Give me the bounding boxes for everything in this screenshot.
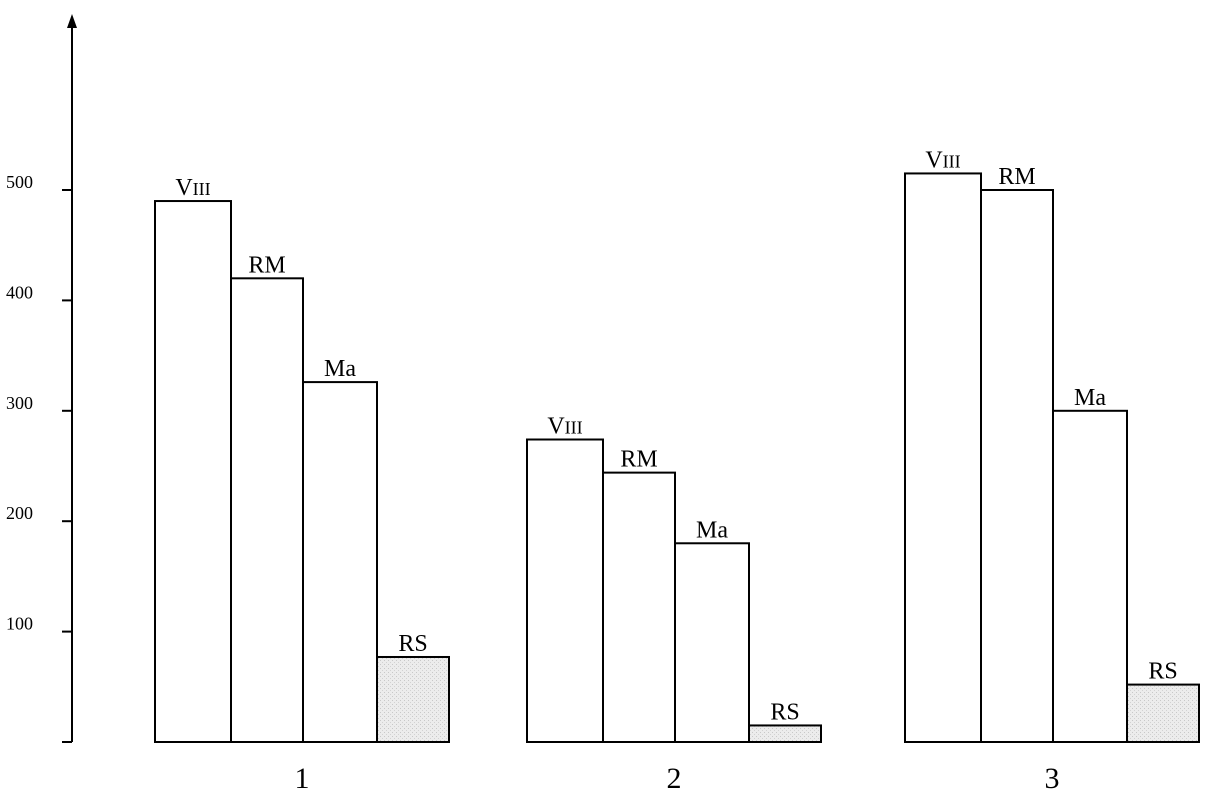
bar-label: RS — [398, 631, 427, 657]
y-tick-label: 400 — [6, 282, 33, 302]
y-tick-label: 100 — [6, 614, 33, 634]
bar-label: Ma — [1074, 385, 1106, 411]
bar-rs-3 — [1126, 683, 1200, 743]
y-axis-arrow-icon — [67, 14, 77, 28]
bar-label: RS — [770, 699, 799, 725]
y-tick-label: 200 — [6, 503, 33, 523]
bar-rm-3 — [980, 189, 1054, 743]
bar-viii-2 — [526, 438, 604, 743]
bar-ma-3 — [1052, 409, 1128, 743]
bar-rm-2 — [602, 471, 676, 743]
y-tick-label: 500 — [6, 172, 33, 192]
bar-ma-2 — [674, 542, 750, 744]
bar-group-2: VIII RM Ma RS 2 — [526, 414, 822, 795]
bar-rm-1 — [230, 277, 304, 743]
bar-viii-3 — [904, 172, 982, 743]
bar-label: Ma — [324, 356, 356, 382]
bar-label: RM — [620, 447, 657, 473]
bar-label: RM — [248, 252, 285, 278]
bar-group-3: VIII RM Ma RS 3 — [904, 147, 1200, 795]
bar-label: VIII — [547, 414, 582, 440]
y-tick-label: 300 — [6, 393, 33, 413]
bar-rs-1 — [376, 655, 450, 744]
group-label: 1 — [295, 762, 310, 795]
bar-label: VIII — [925, 147, 960, 173]
bar-label: RS — [1148, 659, 1177, 685]
bar-label: VIII — [175, 175, 210, 201]
y-axis: 100 200 300 400 500 — [6, 14, 77, 743]
bar-label: Ma — [696, 517, 728, 543]
bar-group-1: VIII RM Ma RS 1 — [154, 175, 450, 795]
group-label: 2 — [667, 762, 682, 795]
bars: VIII RM Ma RS 1 VIII RM Ma RS 2 VIII RM Ma RS 3 — [154, 147, 1200, 795]
bar-label: RM — [998, 164, 1035, 190]
bar-ma-1 — [302, 381, 378, 743]
bar-viii-1 — [154, 200, 232, 744]
bar-rs-2 — [748, 724, 822, 744]
group-label: 3 — [1045, 762, 1060, 795]
